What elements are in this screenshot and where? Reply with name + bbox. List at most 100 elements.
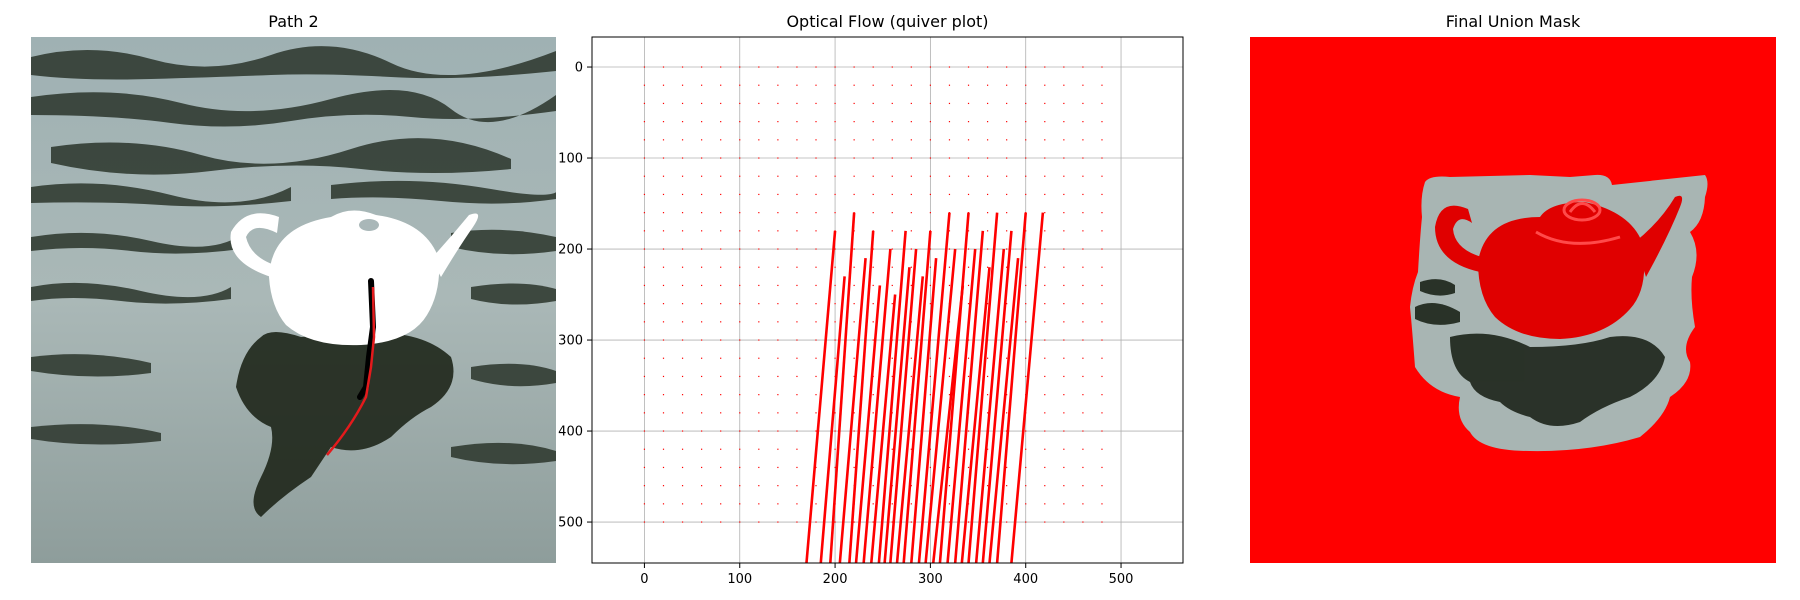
flow-vector-dot [891,193,893,196]
flow-vector-dot [643,284,646,287]
flow-vector-dot [701,448,703,450]
flow-vector-dot [891,357,893,359]
flow-vector-dot [967,521,970,523]
flow-vector-dot [1006,339,1008,341]
flow-vector-dot [1025,157,1027,159]
flow-vector-dot [853,248,855,250]
flow-vector-dot [853,448,855,450]
flow-vector-dot [681,357,684,359]
flow-vector-dot [815,157,817,159]
flow-vector-dot [1082,430,1084,432]
flow-vector-dot [948,102,951,105]
flow-vector [938,212,970,563]
flow-vector-dot [815,521,817,523]
flow-vector-dot [853,339,855,341]
flow-vector-dot [948,284,951,287]
flow-vector-dot [853,121,855,123]
flow-vector-dot [967,339,970,341]
flow-vector-dot [1025,66,1027,68]
flow-vector-dot [891,139,893,141]
flow-vector-dot [681,193,684,196]
flow-vector [889,248,918,563]
flow-vector-dot [739,230,741,232]
flow-vector-dot [853,84,855,86]
flow-vector-dot [701,303,703,305]
flow-vector-dot [815,121,817,123]
flow-vector-dot [815,102,817,105]
flow-vector-dot [1044,466,1046,469]
flow-vector-dot [891,157,893,159]
flow-vector-dot [796,139,798,141]
flow-vector-dot [1044,157,1046,159]
flow-vector-dot [872,394,874,396]
flow-vector-dot [1101,121,1103,123]
flow-vector-dot [720,321,722,323]
flow-vector-dot [643,212,646,214]
flow-vector-dot [720,230,722,232]
flow-vector-dot [758,485,760,487]
flow-vector-dot [701,485,703,487]
flow-vector-dot [643,485,646,487]
flow-vector-dot [643,266,646,268]
flow-vector-dot [929,212,931,214]
flow-vector-dot [872,266,874,268]
flow-vector-dot [701,339,703,341]
flow-vector-dot [1006,84,1008,86]
flow-vector [902,230,932,563]
flow-vector-dot [739,339,741,341]
water-ripples [31,46,556,465]
flow-vector-dot [681,66,684,68]
flow-vector-dot [739,503,741,505]
flow-vector-dot [1006,485,1008,487]
flow-vector-dot [948,139,951,141]
path-red-segment [326,286,376,456]
flow-vector-dot [948,175,951,177]
flow-vector-dot [872,485,874,487]
flow-vector-dot [1044,394,1046,396]
flow-vector-dot [1006,394,1008,396]
flow-vector-dot [720,284,722,287]
flow-vector-dot [662,66,665,68]
flow-vector-dot [739,412,741,414]
flow-vector-dot [967,266,970,268]
flow-vector-dot [681,466,684,469]
flow-vector-dot [701,102,703,105]
flow-vector-dot [872,121,874,123]
flow-vector-dot [1006,193,1008,196]
x-tick-label: 100 [727,572,752,587]
flow-vector-dot [929,266,931,268]
flow-vector-dot [720,448,722,450]
flow-vector-dot [796,375,798,378]
path-image-panel [31,37,556,563]
flow-vector [917,212,951,563]
flow-vector-dot [834,212,836,214]
flow-vector-dot [643,102,646,105]
flow-vector-dot [872,157,874,159]
flow-vector-dot [681,266,684,268]
flow-vector [838,258,867,563]
flow-vector-dot [701,175,703,177]
flow-vector-dot [777,448,779,450]
flow-vector-dot [758,430,760,432]
chart-inner: 0 100 200 300 400 500 0 100 200 300 400 500 [558,36,1184,587]
flow-vector-dot [662,503,665,505]
flow-vector-dot [720,357,722,359]
flow-vector-dot [986,157,989,159]
flow-vector-dot [720,485,722,487]
flow-vector-dot [872,175,874,177]
flow-vector-dot [1082,466,1084,469]
flow-vector [924,248,957,563]
flow-vector-dot [834,175,836,177]
flow-vector-dot [1063,157,1065,159]
flow-vector-dot [720,375,722,378]
flow-vector-dot [681,230,684,232]
flow-vector-dot [815,303,817,305]
flow-vector-dot [1082,375,1084,378]
x-tick-label: 200 [823,572,848,587]
x-tick-label: 300 [918,572,943,587]
flow-vector-dot [701,139,703,141]
flow-vector-dot [662,466,665,469]
flow-vector-dot [662,84,665,86]
flow-vector-dot [986,102,989,105]
flow-vector-dot [681,157,684,159]
